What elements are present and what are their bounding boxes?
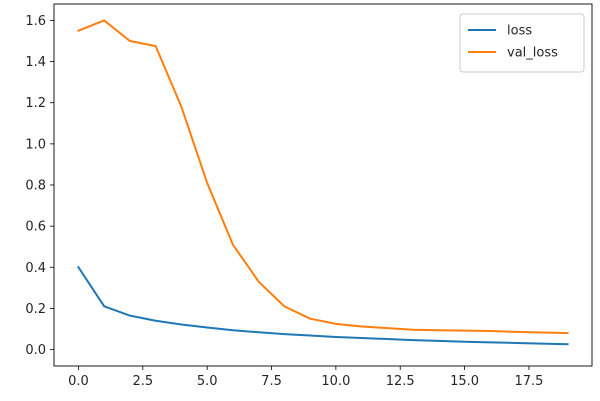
y-tick-label: 1.4: [25, 55, 46, 70]
x-tick-label: 7.5: [261, 374, 282, 389]
series-lines: [77, 19, 569, 346]
x-tick-label: 15.0: [450, 374, 479, 389]
legend: loss val_loss: [459, 13, 585, 73]
x-axis: 0.0 2.5 5.0 7.5 10.0 12.5 15.0 17.5: [68, 366, 543, 389]
y-tick-label: 0.4: [25, 261, 46, 276]
y-tick-label: 1.6: [25, 14, 46, 29]
legend-label-val-loss: val_loss: [507, 46, 558, 61]
y-tick-label: 0.6: [25, 220, 46, 235]
x-tick-label: 10.0: [321, 374, 350, 389]
series-line-loss: [77, 265, 569, 346]
y-tick-label: 0.8: [25, 179, 46, 194]
x-tick-label: 17.5: [514, 374, 543, 389]
y-tick-label: 0.0: [25, 343, 46, 358]
series-line-val-loss: [77, 19, 569, 335]
x-tick-label: 12.5: [386, 374, 415, 389]
x-tick-label: 0.0: [68, 374, 89, 389]
y-tick-label: 1.0: [25, 137, 46, 152]
legend-box: [459, 13, 585, 73]
legend-label-loss: loss: [507, 24, 532, 39]
x-tick-label: 2.5: [132, 374, 153, 389]
x-tick-label: 5.0: [197, 374, 218, 389]
y-tick-label: 0.2: [25, 302, 46, 317]
y-axis: 0.0 0.2 0.4 0.6 0.8 1.0 1.2 1.4 1.6: [25, 14, 54, 358]
y-tick-label: 1.2: [25, 96, 46, 111]
